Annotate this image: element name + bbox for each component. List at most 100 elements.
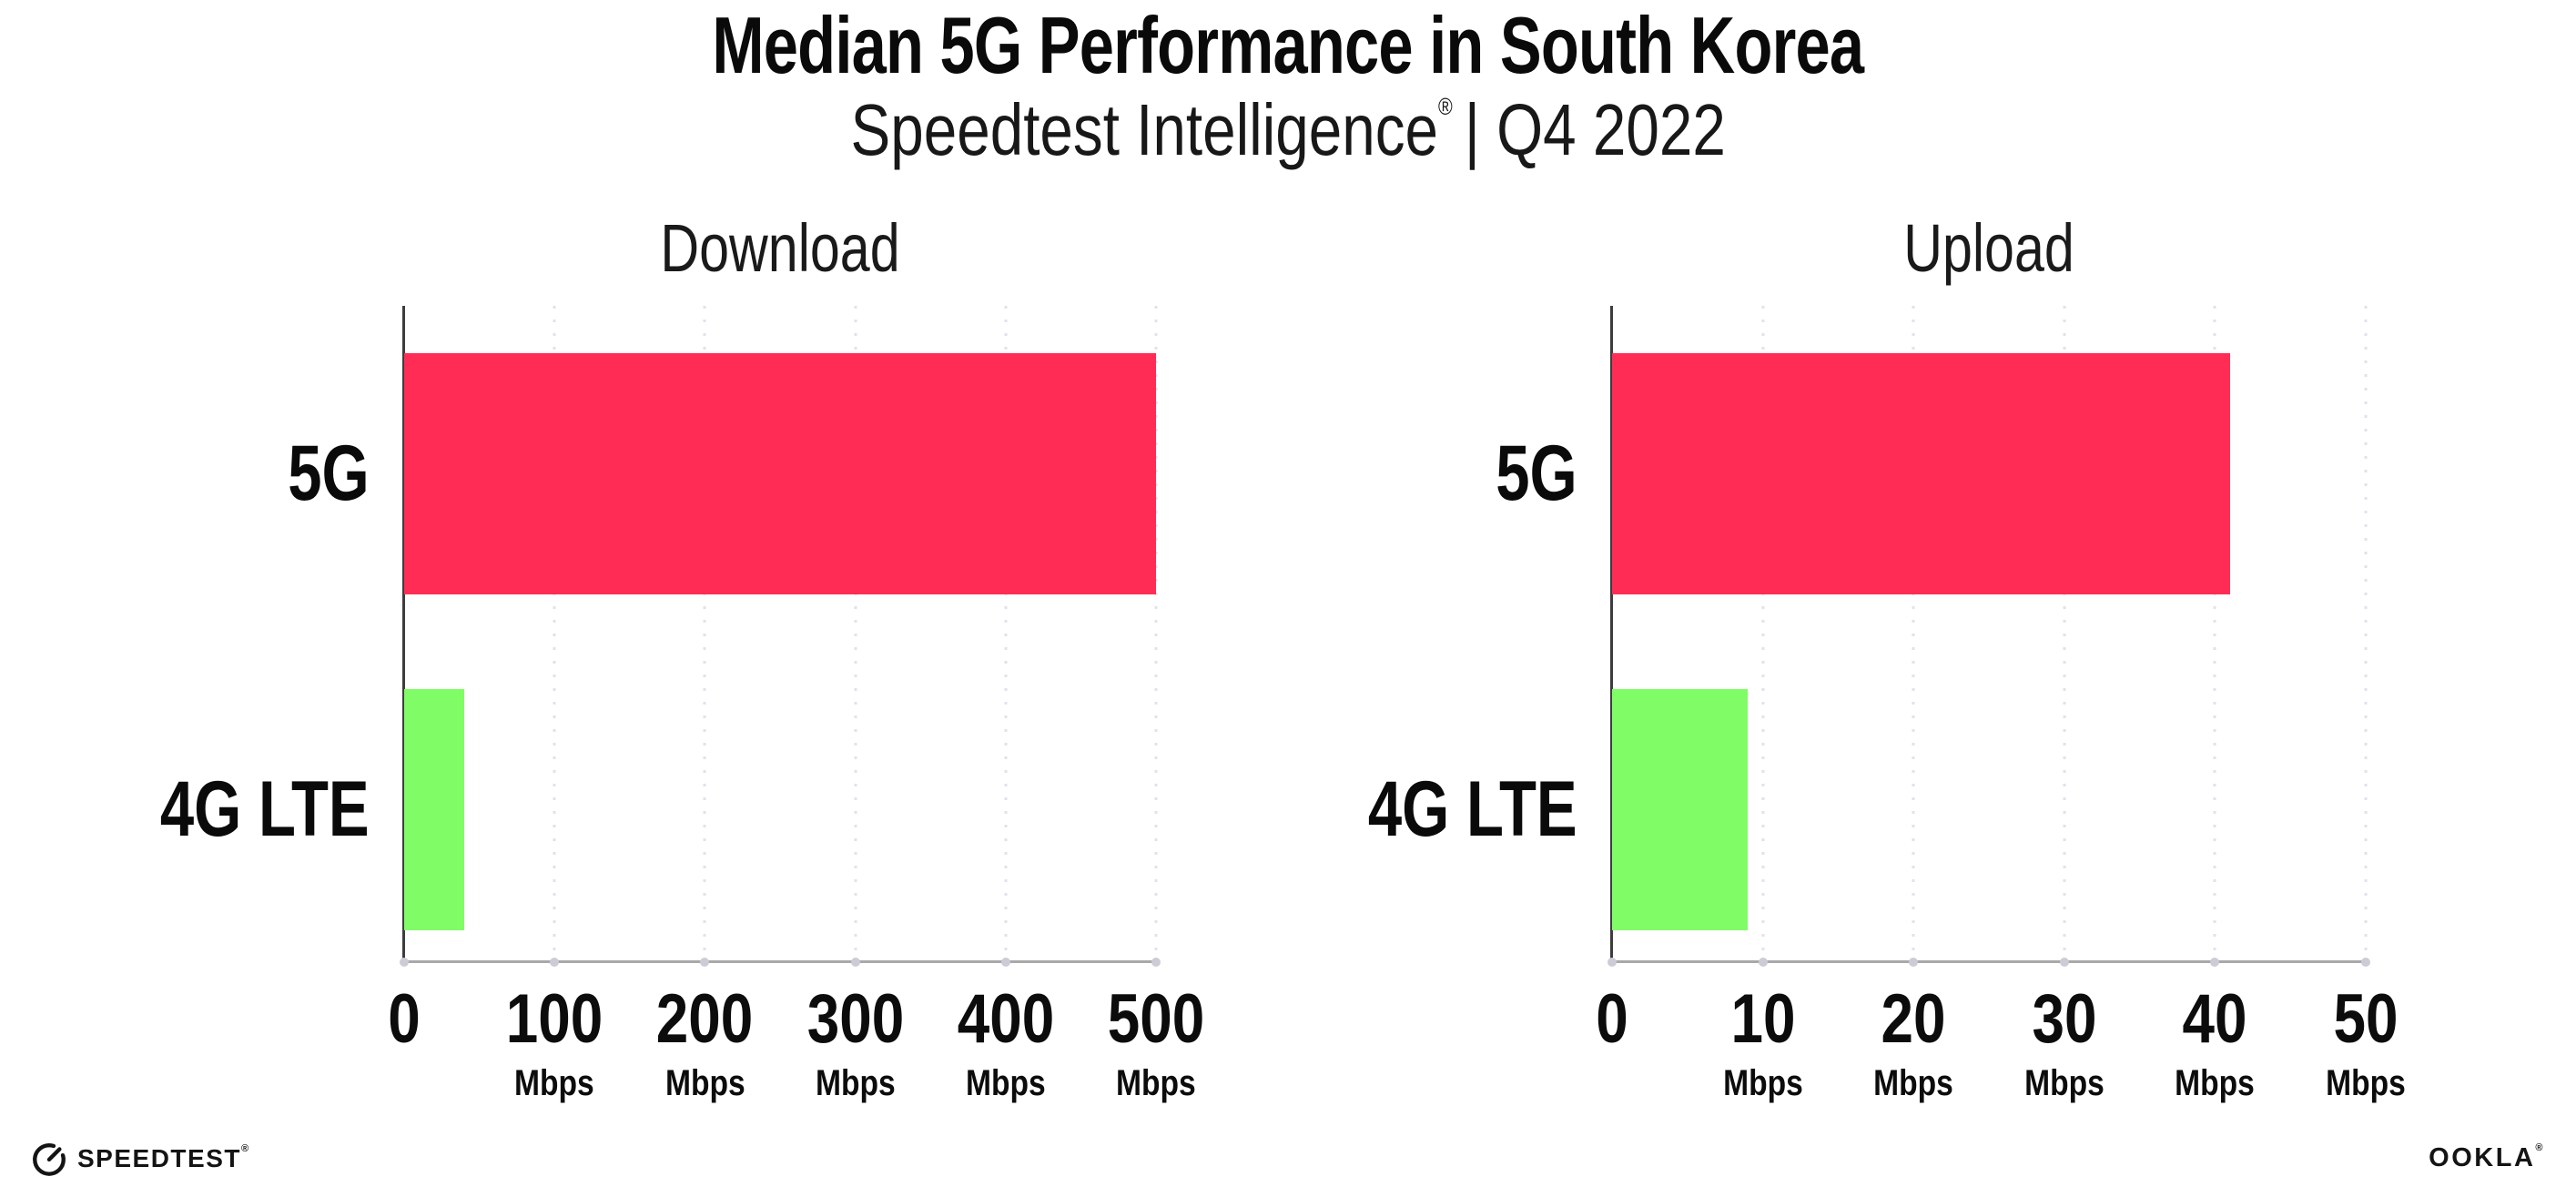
x-tick-unit-text: Mbps bbox=[2023, 1063, 2104, 1103]
gridline-200 bbox=[703, 306, 706, 961]
x-tick-unit: Mbps bbox=[797, 1065, 913, 1101]
x-tick-value: 50 bbox=[2318, 985, 2413, 1054]
category-label-5g-text: 5G bbox=[288, 430, 370, 517]
x-tick-unit: Mbps bbox=[2017, 1065, 2112, 1101]
category-label-4g-lte-text: 4G LTE bbox=[160, 766, 370, 853]
x-tick-unit-text: Mbps bbox=[965, 1063, 1046, 1103]
x-tick-unit: Mbps bbox=[1866, 1065, 1961, 1101]
x-tick-unit-text: Mbps bbox=[1873, 1063, 1954, 1103]
x-tick-value: 500 bbox=[1099, 985, 1214, 1054]
gridline-400 bbox=[1004, 306, 1008, 961]
x-tick-value-text: 40 bbox=[2182, 980, 2247, 1058]
ookla-registered-mark: ® bbox=[2535, 1142, 2545, 1153]
axis-tick-dot-500 bbox=[1151, 958, 1161, 967]
axis-tick-dot-20 bbox=[1909, 958, 1919, 967]
x-tick-unit-text: Mbps bbox=[1116, 1063, 1196, 1103]
x-tick-value-text: 30 bbox=[2032, 980, 2097, 1058]
axis-tick-dot-100 bbox=[550, 958, 560, 967]
x-tick-value-text: 400 bbox=[957, 980, 1055, 1058]
x-tick-value-text: 100 bbox=[505, 980, 603, 1058]
x-tick-label-30: 30 Mbps bbox=[2017, 985, 2112, 1102]
x-tick-unit: Mbps bbox=[1099, 1065, 1214, 1101]
axis-tick-dot-50 bbox=[2361, 958, 2370, 967]
x-tick-label-500: 500 Mbps bbox=[1099, 985, 1214, 1102]
upload-chart-title: Upload bbox=[1882, 215, 2096, 282]
category-label-5g: 5G bbox=[265, 434, 370, 512]
x-tick-value: 100 bbox=[497, 985, 613, 1054]
download-chart-title-text: Download bbox=[660, 210, 900, 286]
ookla-wordmark-text: OOKLA bbox=[2429, 1143, 2536, 1172]
x-tick-unit-text: Mbps bbox=[664, 1063, 745, 1103]
x-tick-value: 300 bbox=[797, 985, 913, 1054]
gridline-300 bbox=[854, 306, 857, 961]
registered-mark: ® bbox=[1437, 93, 1453, 120]
speedtest-gauge-icon bbox=[33, 1142, 66, 1176]
gridline-40 bbox=[2213, 306, 2216, 961]
x-tick-value-text: 50 bbox=[2333, 980, 2399, 1058]
x-tick-unit: Mbps bbox=[2318, 1065, 2413, 1101]
x-tick-label-200: 200 Mbps bbox=[647, 985, 763, 1102]
category-label-4g-lte: 4G LTE bbox=[1309, 770, 1577, 848]
speedtest-logo: SPEEDTEST® bbox=[30, 1140, 250, 1178]
x-tick-value: 20 bbox=[1866, 985, 1961, 1054]
x-tick-value-text: 500 bbox=[1107, 980, 1205, 1058]
axis-tick-dot-0 bbox=[1607, 958, 1617, 967]
x-tick-unit-text: Mbps bbox=[514, 1063, 595, 1103]
page-title: Median 5G Performance in South Korea bbox=[0, 0, 2576, 90]
page-subtitle-text: Speedtest Intelligence® | Q4 2022 bbox=[850, 89, 1726, 170]
axis-tick-dot-300 bbox=[850, 958, 860, 967]
axis-tick-dot-0 bbox=[400, 958, 409, 967]
x-tick-label-10: 10 Mbps bbox=[1715, 985, 1810, 1102]
x-tick-unit: Mbps bbox=[2167, 1065, 2262, 1101]
x-axis-line bbox=[404, 960, 1156, 963]
x-tick-value-text: 200 bbox=[656, 980, 754, 1058]
ookla-logo: OOKLA® bbox=[2429, 1142, 2545, 1172]
gridline-30 bbox=[2063, 306, 2066, 961]
x-tick-unit-text: Mbps bbox=[2326, 1063, 2406, 1103]
gridline-10 bbox=[1761, 306, 1765, 961]
x-tick-value-text: 10 bbox=[1730, 980, 1796, 1058]
upload-plot: Upload 5G 4G LTE 0 10 Mbps 20 Mbps 30 Mbps 40 Mb… bbox=[1368, 215, 2406, 1102]
x-tick-value: 400 bbox=[948, 985, 1063, 1054]
x-tick-label-300: 300 Mbps bbox=[797, 985, 913, 1102]
x-tick-value: 40 bbox=[2167, 985, 2262, 1054]
category-label-5g: 5G bbox=[1473, 434, 1577, 512]
subtitle-brand: Speedtest Intelligence bbox=[850, 89, 1438, 170]
axis-tick-dot-10 bbox=[1758, 958, 1768, 967]
bar-4g-lte-upload bbox=[1612, 689, 1749, 930]
bar-4g-lte-download bbox=[404, 689, 465, 930]
x-tick-unit: Mbps bbox=[1715, 1065, 1810, 1101]
page-subtitle: Speedtest Intelligence® | Q4 2022 bbox=[0, 89, 2576, 170]
gridline-100 bbox=[553, 306, 556, 961]
x-tick-value: 10 bbox=[1715, 985, 1810, 1054]
x-tick-value: 0 bbox=[385, 985, 423, 1054]
x-tick-label-0: 0 bbox=[385, 985, 423, 1054]
x-tick-label-0: 0 bbox=[1593, 985, 1631, 1054]
x-tick-label-100: 100 Mbps bbox=[497, 985, 613, 1103]
x-tick-unit-text: Mbps bbox=[1722, 1063, 1803, 1103]
x-tick-value: 200 bbox=[647, 985, 763, 1054]
upload-chart-title-text: Upload bbox=[1903, 210, 2074, 286]
bar-5g-upload bbox=[1612, 353, 2230, 594]
x-tick-value: 0 bbox=[1593, 985, 1631, 1054]
category-label-5g-text: 5G bbox=[1496, 430, 1577, 517]
y-axis-line bbox=[402, 306, 405, 963]
category-label-4g-lte-text: 4G LTE bbox=[1368, 766, 1577, 853]
subtitle-period: | Q4 2022 bbox=[1464, 89, 1726, 170]
x-tick-value: 30 bbox=[2017, 985, 2112, 1054]
x-tick-value-text: 0 bbox=[1596, 980, 1628, 1058]
axis-tick-dot-30 bbox=[2059, 958, 2069, 967]
speedtest-wordmark: SPEEDTEST® bbox=[77, 1144, 250, 1172]
x-tick-label-400: 400 Mbps bbox=[948, 985, 1063, 1103]
x-tick-label-50: 50 Mbps bbox=[2318, 985, 2413, 1102]
y-axis-line bbox=[1610, 306, 1613, 963]
download-plot: Download 5G 4G LTE 0 100 Mbps 200 Mbps 300 Mbp… bbox=[160, 215, 1204, 1102]
axis-tick-dot-400 bbox=[1000, 958, 1010, 967]
x-tick-value-text: 20 bbox=[1881, 980, 1946, 1058]
speedtest-wordmark-text: SPEEDTEST bbox=[77, 1144, 241, 1172]
page-title-text: Median 5G Performance in South Korea bbox=[712, 0, 1865, 90]
x-tick-label-40: 40 Mbps bbox=[2167, 985, 2262, 1102]
x-tick-unit: Mbps bbox=[647, 1065, 763, 1101]
gridline-500 bbox=[1154, 306, 1158, 961]
